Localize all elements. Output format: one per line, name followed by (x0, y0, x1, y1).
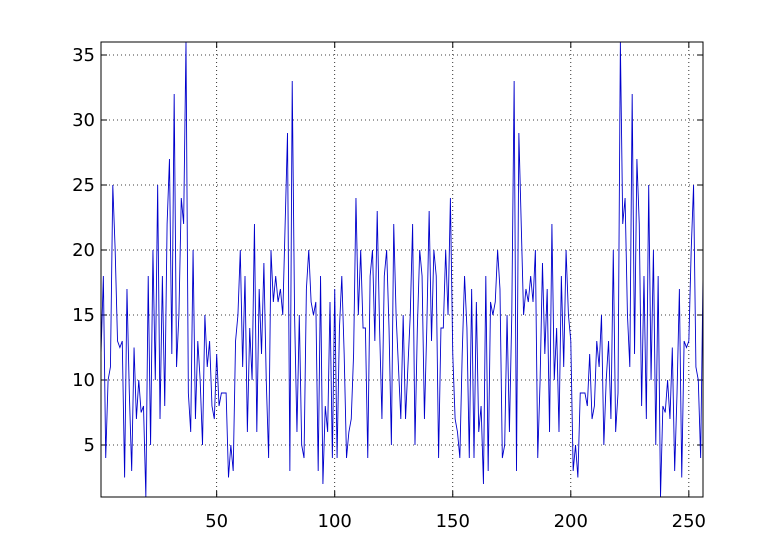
x-tick-label: 150 (436, 511, 470, 532)
x-tick-label: 100 (318, 511, 352, 532)
data-line (100, 41, 704, 498)
x-tick-label: 200 (554, 511, 588, 532)
y-tick-label: 35 (72, 45, 95, 66)
y-tick-label: 20 (72, 240, 95, 261)
y-tick-label: 10 (72, 370, 95, 391)
y-tick-label: 5 (84, 435, 95, 456)
y-tick-label: 30 (72, 110, 95, 131)
axes-box (100, 41, 704, 498)
x-tick-label: 250 (672, 511, 706, 532)
x-tick-label: 50 (205, 511, 228, 532)
y-tick-label: 15 (72, 305, 95, 326)
y-tick-label: 25 (72, 175, 95, 196)
